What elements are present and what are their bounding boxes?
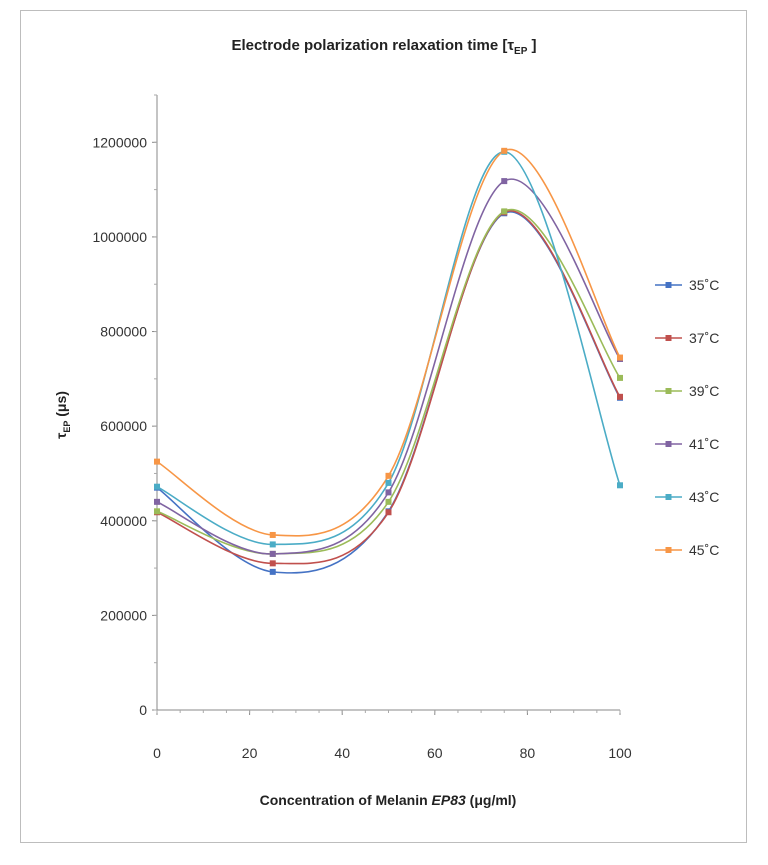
chart-title-main: Electrode polarization relaxation time [… [231,37,514,54]
series-line [156,210,621,565]
data-point [269,568,276,575]
legend-marker [665,441,672,447]
legend-label: 45˚C [689,542,719,558]
legend-marker [665,388,672,394]
y-axis-label-unit: (μs) [53,391,69,421]
data-point [154,483,160,490]
chart-title: Electrode polarization relaxation time [… [231,37,536,57]
y-tick-label: 0 [139,702,147,718]
data-point [385,479,392,486]
data-point [617,354,623,361]
x-tick-label: 80 [520,745,536,761]
legend-marker [665,547,672,553]
chart-title-sub: EP [514,46,528,57]
x-axis-label-italic: EP83 [432,792,466,808]
y-tick-label: 1000000 [92,229,147,245]
y-tick-label: 400000 [100,513,147,529]
x-axis-label-unit: (μg/ml) [466,792,517,808]
legend-label: 39˚C [689,383,719,399]
data-point [154,498,160,505]
x-tick-label: 100 [608,745,632,761]
x-tick-group: 0 20 40 60 80 100 [153,710,632,761]
data-point [385,498,392,505]
data-point [269,560,276,567]
legend-marker [665,335,672,341]
y-tick-label: 800000 [100,324,147,340]
data-point [617,374,623,381]
y-tick-label: 600000 [100,418,147,434]
series-line [156,148,621,537]
chart-title-end: ] [527,37,536,54]
chart-frame [20,10,747,843]
legend-marker [665,494,672,500]
y-axis-label-main: τ [53,432,69,439]
data-point [154,508,160,515]
data-point [154,458,160,465]
series-line [156,178,621,555]
x-axis-label: Concentration of Melanin EP83 (μg/ml) [260,792,517,808]
legend-label: 37˚C [689,330,719,346]
x-tick-label: 20 [242,745,258,761]
x-tick-label: 60 [427,745,443,761]
data-point [269,531,276,538]
y-axis-label: τEP (μs) [53,391,72,439]
x-tick-label: 40 [334,745,350,761]
legend-label: 35˚C [689,277,719,293]
series-lines [156,148,621,574]
data-point [617,482,623,489]
y-tick-group: 0 200000 400000 600000 800000 1000000 1200000 [92,94,157,718]
series-line [156,211,621,574]
y-axis-label-sub: EP [62,421,72,433]
data-point [385,509,392,516]
legend-marker [665,282,672,288]
data-point [501,178,508,185]
data-point [501,208,508,215]
x-tick-label: 0 [153,745,161,761]
data-point [501,147,508,154]
y-tick-label: 1200000 [92,134,147,150]
y-tick-label: 200000 [100,607,147,623]
legend-label: 41˚C [689,436,719,452]
series-points [154,147,623,575]
data-point [617,393,623,400]
legend: 35˚C 37˚C 39˚C 41˚C 43˚C 45˚C [655,277,719,558]
data-point [269,541,276,548]
data-point [385,489,392,496]
data-point [385,472,392,479]
data-point [269,550,276,557]
x-axis-label-main: Concentration of Melanin [260,792,432,808]
legend-label: 43˚C [689,489,719,505]
